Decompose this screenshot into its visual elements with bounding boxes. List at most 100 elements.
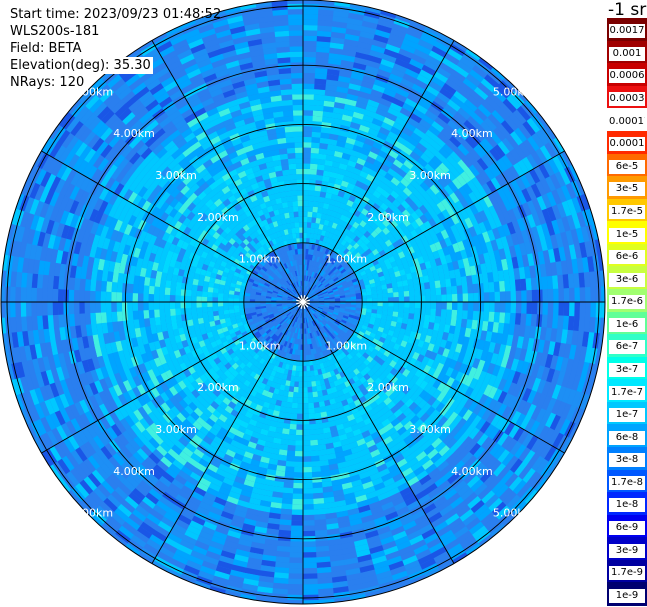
ppi-cell <box>51 427 64 444</box>
ppi-cell <box>480 490 496 505</box>
ppi-cell <box>349 518 363 527</box>
ppi-cell <box>307 381 312 388</box>
ppi-cell <box>397 382 407 392</box>
ppi-cell <box>305 275 308 281</box>
ppi-cell <box>517 429 530 445</box>
ppi-cell <box>50 367 60 383</box>
ppi-cell <box>150 325 158 335</box>
ppi-cell <box>547 158 560 175</box>
ppi-cell <box>424 26 441 37</box>
ppi-cell <box>445 367 454 378</box>
ppi-cell <box>594 239 602 256</box>
ppi-cell <box>338 75 352 84</box>
ppi-cell <box>201 472 214 483</box>
ppi-cell <box>346 182 356 191</box>
ppi-cell <box>535 458 549 475</box>
ppi-cell <box>307 295 312 300</box>
ppi-cell <box>143 414 154 427</box>
ppi-cell <box>284 329 289 336</box>
ppi-cell <box>279 350 284 357</box>
ppi-cell <box>292 365 297 371</box>
ppi-cell <box>342 284 349 289</box>
ppi-cell <box>83 440 97 456</box>
ppi-cell <box>375 281 382 287</box>
ppi-cell <box>512 479 527 495</box>
ppi-cell <box>334 396 342 404</box>
ppi-cell <box>190 490 204 502</box>
ppi-cell <box>436 302 442 310</box>
ppi-cell <box>350 423 360 432</box>
ppi-cell <box>200 525 216 536</box>
ppi-cell <box>324 90 337 97</box>
ppi-cell <box>305 312 308 318</box>
ppi-cell <box>419 333 427 342</box>
ppi-cell <box>340 330 347 336</box>
ppi-cell <box>391 570 409 581</box>
ppi-cell <box>537 251 546 265</box>
ppi-cell <box>170 315 177 323</box>
ppi-cell <box>437 560 454 572</box>
ppi-cell <box>392 265 400 273</box>
ppi-cell <box>60 364 70 380</box>
ppi-cell <box>516 255 525 269</box>
ppi-cell <box>518 142 532 158</box>
ppi-cell <box>324 274 330 280</box>
ppi-cell <box>273 388 280 395</box>
ppi-cell <box>230 319 238 326</box>
ppi-cell <box>359 31 376 40</box>
ppi-cell <box>479 469 494 484</box>
ppi-cell <box>145 471 159 485</box>
ppi-cell <box>497 390 508 404</box>
ppi-cell <box>302 371 307 377</box>
ppi-cell <box>195 394 206 404</box>
ppi-cell <box>317 588 334 595</box>
ppi-cell <box>324 304 330 307</box>
ppi-cell <box>302 525 315 532</box>
ppi-cell <box>317 275 322 281</box>
ppi-cell <box>209 359 217 368</box>
ppi-cell <box>313 353 319 360</box>
ppi-cell <box>377 297 383 303</box>
ppi-cell <box>458 230 468 242</box>
ppi-cell <box>477 233 486 245</box>
ppi-cell <box>138 551 154 564</box>
ppi-cell <box>313 407 321 414</box>
ppi-cell <box>409 179 421 190</box>
ppi-cell <box>451 302 458 311</box>
ppi-cell <box>385 154 397 164</box>
ppi-cell <box>269 420 278 428</box>
ppi-cell <box>352 144 363 153</box>
ppi-cell <box>414 489 428 501</box>
ppi-cell <box>323 317 329 323</box>
ppi-cell <box>368 169 378 178</box>
ppi-cell <box>446 48 464 62</box>
ppi-cell <box>423 567 441 579</box>
ppi-cell <box>350 406 359 415</box>
ppi-cell <box>282 305 288 308</box>
ppi-cell <box>452 500 468 514</box>
ppi-cell <box>303 232 307 239</box>
ppi-cell <box>331 345 338 352</box>
ppi-cell <box>526 435 539 451</box>
ppi-cell <box>193 323 201 331</box>
ppi-cell <box>348 12 365 21</box>
ppi-cell <box>209 320 216 327</box>
ppi-cell <box>406 500 421 512</box>
ppi-cell <box>439 316 447 325</box>
ppi-cell <box>345 502 359 511</box>
ppi-cell <box>441 209 451 220</box>
ppi-cell <box>230 564 247 573</box>
ppi-cell <box>403 290 410 297</box>
ppi-cell <box>112 395 124 409</box>
ppi-cell <box>104 342 113 355</box>
ppi-cell <box>275 550 290 558</box>
ppi-cell <box>345 431 355 439</box>
ppi-cell <box>239 438 250 447</box>
ppi-cell <box>192 420 203 431</box>
ppi-cell <box>302 552 317 558</box>
ppi-cell <box>431 329 439 339</box>
ppi-cell <box>60 422 73 438</box>
ppi-cell <box>115 360 124 373</box>
ppi-cell <box>480 242 489 255</box>
ppi-cell <box>480 350 489 362</box>
